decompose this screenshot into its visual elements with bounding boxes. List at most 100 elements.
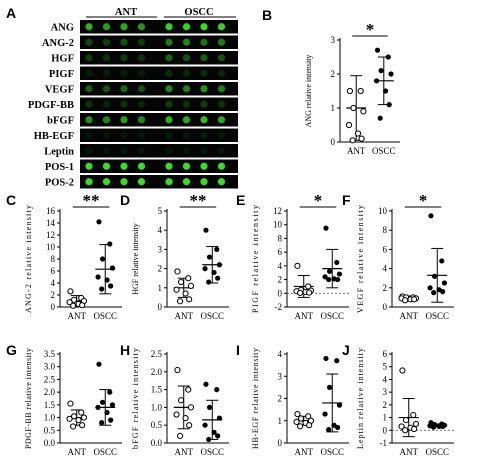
chart-panel-j: J -1 0 1 2 3 4 5 6 ANT OSCC Leptin relative intensi… [342, 342, 454, 457]
panel-letter: G [6, 342, 17, 358]
x-tick-label: ANT [174, 311, 193, 321]
blot-spot [102, 100, 111, 108]
data-point-oscc [326, 427, 332, 433]
data-point-ant [306, 289, 313, 296]
y-axis-label: ANG-2 relative intensity [24, 205, 33, 313]
x-tick-label: OSCC [321, 311, 345, 321]
y-tick-label: 10 [46, 242, 56, 252]
x-tick-label: OSCC [94, 311, 118, 321]
data-point-oscc [214, 387, 220, 393]
data-point-oscc [215, 275, 221, 281]
data-point-ant [79, 422, 86, 429]
panel-letter: E [236, 192, 245, 208]
y-tick-label: 4 [383, 374, 388, 384]
y-tick-label: 4 [278, 349, 283, 359]
data-point-ant [173, 411, 180, 418]
blot-spot [217, 85, 226, 93]
y-tick-label: -1 [380, 438, 388, 448]
blot-spot [120, 178, 128, 186]
data-point-oscc [206, 436, 212, 443]
blot-row-label: bFGF [47, 115, 74, 126]
blot-spot [137, 69, 146, 77]
blot-spot [120, 23, 128, 31]
blot-row [80, 20, 238, 34]
x-tick-label: OSCC [426, 447, 450, 457]
data-point-oscc [104, 409, 110, 416]
y-tick-label: 8 [51, 254, 56, 264]
data-point-ant [399, 367, 406, 374]
group-label-oscc: OSCC [184, 7, 213, 18]
data-point-ant [402, 297, 409, 304]
blot-spot [120, 131, 128, 139]
chart-panel-c: C 0 2 4 6 8 10 12 14 16 ANT OSCC ANG-2 relative inte… [6, 191, 122, 321]
blot-row-label: PDGF-BB [28, 100, 74, 111]
blot-spot [217, 100, 226, 108]
chart-panel-d: D 0 1 2 3 4 5 ANT OSCC HGF relative intensity ** [120, 191, 229, 321]
y-axis-label: VEGF relative intensity [356, 205, 365, 313]
data-point-ant [294, 410, 301, 418]
data-point-oscc [206, 254, 213, 260]
data-point-oscc [326, 384, 333, 390]
data-point-oscc [334, 259, 340, 266]
data-point-oscc [108, 283, 114, 289]
blot-spot [182, 38, 191, 46]
y-axis-label: HGF relative intensity [131, 223, 140, 295]
blot-row-label: Leptin [44, 146, 74, 157]
data-point-oscc [216, 262, 223, 268]
blot-spot [85, 162, 93, 170]
y-tick-label: 2 [51, 290, 56, 300]
y-tick-label: 0.0 [151, 438, 163, 448]
x-tick-label: OSCC [201, 447, 225, 457]
data-point-oscc [377, 115, 383, 121]
data-point-oscc [335, 424, 341, 431]
blot-spot [85, 23, 93, 31]
data-point-oscc [436, 423, 442, 430]
blot-row [80, 82, 238, 96]
data-point-oscc [326, 276, 332, 283]
data-point-oscc [427, 285, 433, 291]
blot-spot [200, 116, 208, 124]
data-point-oscc [214, 246, 220, 252]
blot-spot [200, 54, 208, 62]
chart-panel-i: I 0 1 2 3 4 ANT OSCC HB-EGF relative intensity [236, 342, 349, 457]
blot-spot [182, 23, 191, 31]
blot-spot [137, 162, 146, 170]
data-point-oscc [335, 276, 341, 283]
group-label-ant: ANT [115, 7, 137, 18]
blot-spot [165, 178, 173, 186]
chart-panel-g: G 0.0 0.5 1.0 1.5 2.0 2.5 3.0 3.5 ANT OSCC PDGF-BB … [6, 342, 122, 457]
data-point-ant [349, 137, 356, 144]
data-point-oscc [385, 54, 391, 60]
data-point-oscc [202, 422, 208, 428]
blot-spot [85, 54, 93, 62]
y-axis-label: ANG relative intensity [304, 55, 313, 128]
blot-spot [137, 116, 146, 124]
y-tick-label: 2.0 [151, 367, 163, 377]
blot-spot [200, 85, 208, 93]
data-point-oscc [104, 277, 110, 283]
blot-spot [165, 147, 173, 155]
data-point-ant [354, 130, 362, 137]
blot-spot [182, 131, 191, 139]
panel-letter: B [262, 7, 272, 23]
data-point-ant [187, 404, 195, 411]
blot-row-label: PIGF [49, 69, 74, 80]
y-tick-label: 6 [278, 247, 283, 257]
chart-panel-b: B 0 1 2 3 ANT OSCC ANG relative intensity * [262, 7, 400, 156]
data-point-ant [346, 87, 353, 95]
data-point-ant [174, 366, 181, 374]
blot-spot [182, 178, 191, 186]
data-point-ant [67, 400, 74, 407]
y-tick-label: 4 [278, 261, 283, 271]
blot-spot [217, 69, 226, 77]
data-point-oscc [383, 88, 389, 94]
blot-spot [137, 131, 146, 139]
y-tick-label: 3 [331, 35, 336, 45]
y-axis-label: bFGF relative intensity [131, 348, 140, 449]
y-tick-label: 0 [383, 425, 388, 435]
y-axis-label: PIGF relative intensity [251, 205, 260, 313]
y-axis-label: HB-EGF relative intensity [251, 348, 260, 449]
data-point-oscc [374, 47, 381, 53]
blot-spot [200, 178, 208, 186]
blot-spot [200, 38, 208, 46]
